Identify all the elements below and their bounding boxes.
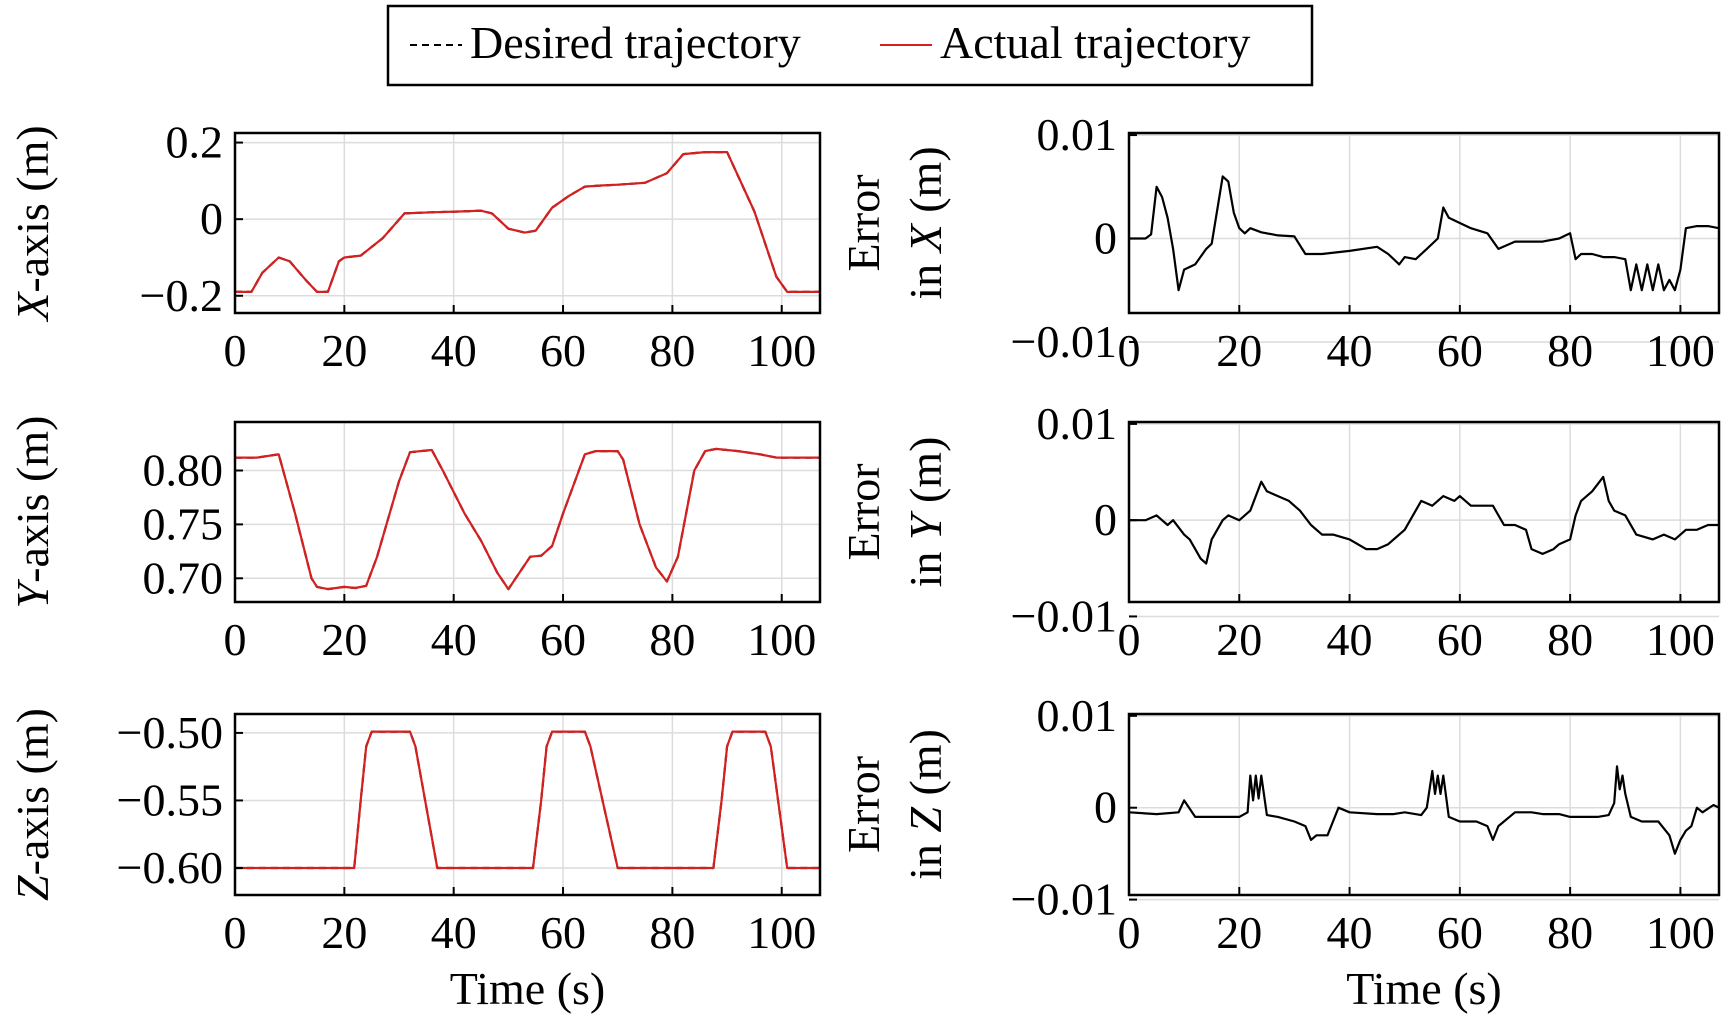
series-line-x-position-solid — [235, 151, 820, 293]
y-tick-label: −0.01 — [1011, 874, 1117, 925]
legend-desired-label: Desired trajectory — [470, 17, 801, 68]
x-tick-label: 0 — [224, 907, 247, 958]
y-tick-label: 0 — [200, 193, 223, 244]
x-tick-label: 20 — [321, 614, 367, 665]
x-tick-label: 60 — [540, 325, 586, 376]
y-tick-label: −0.55 — [117, 774, 223, 825]
series-line-x-error-solid — [1129, 175, 1719, 292]
x-tick-label: 100 — [1646, 325, 1715, 376]
x-tick-label: 60 — [1437, 325, 1483, 376]
x-tick-label: 80 — [649, 907, 695, 958]
x-tick-label: 60 — [540, 614, 586, 665]
x-tick-label: 40 — [1327, 325, 1373, 376]
y-tick-label: −0.60 — [117, 842, 223, 893]
series-line-z-error-solid — [1129, 765, 1719, 855]
panel-z-position: 0 20 40 60 80 100 −0.50 −0.55 −0.60 Z-axis (m) Tim… — [7, 707, 822, 1014]
series-line-y-position-solid — [235, 447, 820, 591]
y-axis-label-line2: in X (m) — [900, 146, 951, 299]
x-tick-label: 40 — [431, 614, 477, 665]
y-axis-label-line1: Error — [838, 463, 889, 560]
y-tick-label: 0.2 — [166, 117, 224, 168]
x-tick-label: 0 — [224, 325, 247, 376]
x-tick-label: 60 — [1437, 614, 1483, 665]
axes-frame — [233, 131, 822, 315]
legend-actual-label: Actual trajectory — [940, 17, 1250, 68]
panel-y-position: 0 20 40 60 80 100 0.800.750.70 Y-axis (m) — [7, 416, 822, 665]
axes-frame — [1127, 712, 1721, 897]
y-tick-label: 0.75 — [143, 498, 224, 549]
y-tick-label: 0.01 — [1037, 398, 1118, 449]
x-tick-label: 20 — [1216, 325, 1262, 376]
legend-box — [386, 4, 1314, 87]
x-tick-label: 0 — [1118, 614, 1141, 665]
x-tick-label: 80 — [1547, 907, 1593, 958]
y-axis-label-line2: in Y (m) — [900, 437, 951, 588]
series-line-y-error-solid — [1129, 475, 1719, 565]
y-tick-label: 0 — [1094, 213, 1117, 264]
x-tick-label: 0 — [224, 614, 247, 665]
y-tick-label: 0 — [1094, 782, 1117, 833]
x-tick-label: 20 — [1216, 907, 1262, 958]
x-tick-label: 100 — [747, 325, 816, 376]
x-tick-label: 100 — [747, 614, 816, 665]
y-tick-label: 0.01 — [1037, 109, 1118, 160]
y-tick-label: −0.50 — [117, 707, 223, 758]
y-axis-label: Z-axis (m) — [7, 708, 58, 901]
x-tick-label: 60 — [1437, 907, 1483, 958]
x-tick-label: 100 — [1646, 614, 1715, 665]
x-tick-label: 80 — [649, 614, 695, 665]
y-tick-label: −0.01 — [1011, 590, 1117, 641]
x-tick-label: 0 — [1118, 907, 1141, 958]
x-tick-label: 40 — [1327, 907, 1373, 958]
x-tick-label: 80 — [1547, 614, 1593, 665]
y-axis-label: Y-axis (m) — [7, 416, 58, 609]
axes-frame — [1127, 420, 1721, 604]
x-tick-label: 0 — [1118, 325, 1141, 376]
y-tick-label: 0.80 — [143, 445, 224, 496]
series-line-x-position-dashed — [235, 151, 820, 293]
y-tick-label: −0.2 — [140, 270, 223, 321]
legend: Desired trajectory Actual trajectory — [386, 4, 1314, 87]
axes-frame — [1127, 131, 1721, 315]
y-tick-label: 0.70 — [143, 552, 224, 603]
y-tick-label: 0.01 — [1037, 690, 1118, 741]
y-axis-label-line2: in Z (m) — [900, 729, 951, 880]
x-tick-label: 100 — [1646, 907, 1715, 958]
y-tick-label: −0.01 — [1011, 316, 1117, 367]
x-axis-label: Time (s) — [1346, 963, 1502, 1014]
x-tick-label: 40 — [431, 907, 477, 958]
x-tick-label: 60 — [540, 907, 586, 958]
x-tick-label: 20 — [321, 907, 367, 958]
axes-frame — [233, 712, 822, 897]
x-tick-label: 100 — [747, 907, 816, 958]
axes-frame — [233, 420, 822, 604]
x-tick-label: 20 — [1216, 614, 1262, 665]
x-axis-label: Time (s) — [450, 963, 606, 1014]
x-tick-label: 80 — [649, 325, 695, 376]
y-axis-label-line1: Error — [838, 174, 889, 271]
x-tick-label: 20 — [321, 325, 367, 376]
x-tick-label: 40 — [1327, 614, 1373, 665]
y-tick-label: 0 — [1094, 494, 1117, 545]
y-axis-label: X-axis (m) — [7, 125, 58, 322]
x-tick-label: 80 — [1547, 325, 1593, 376]
x-tick-label: 40 — [431, 325, 477, 376]
y-axis-label-line1: Error — [838, 756, 889, 853]
series-line-z-position-solid — [235, 730, 820, 870]
